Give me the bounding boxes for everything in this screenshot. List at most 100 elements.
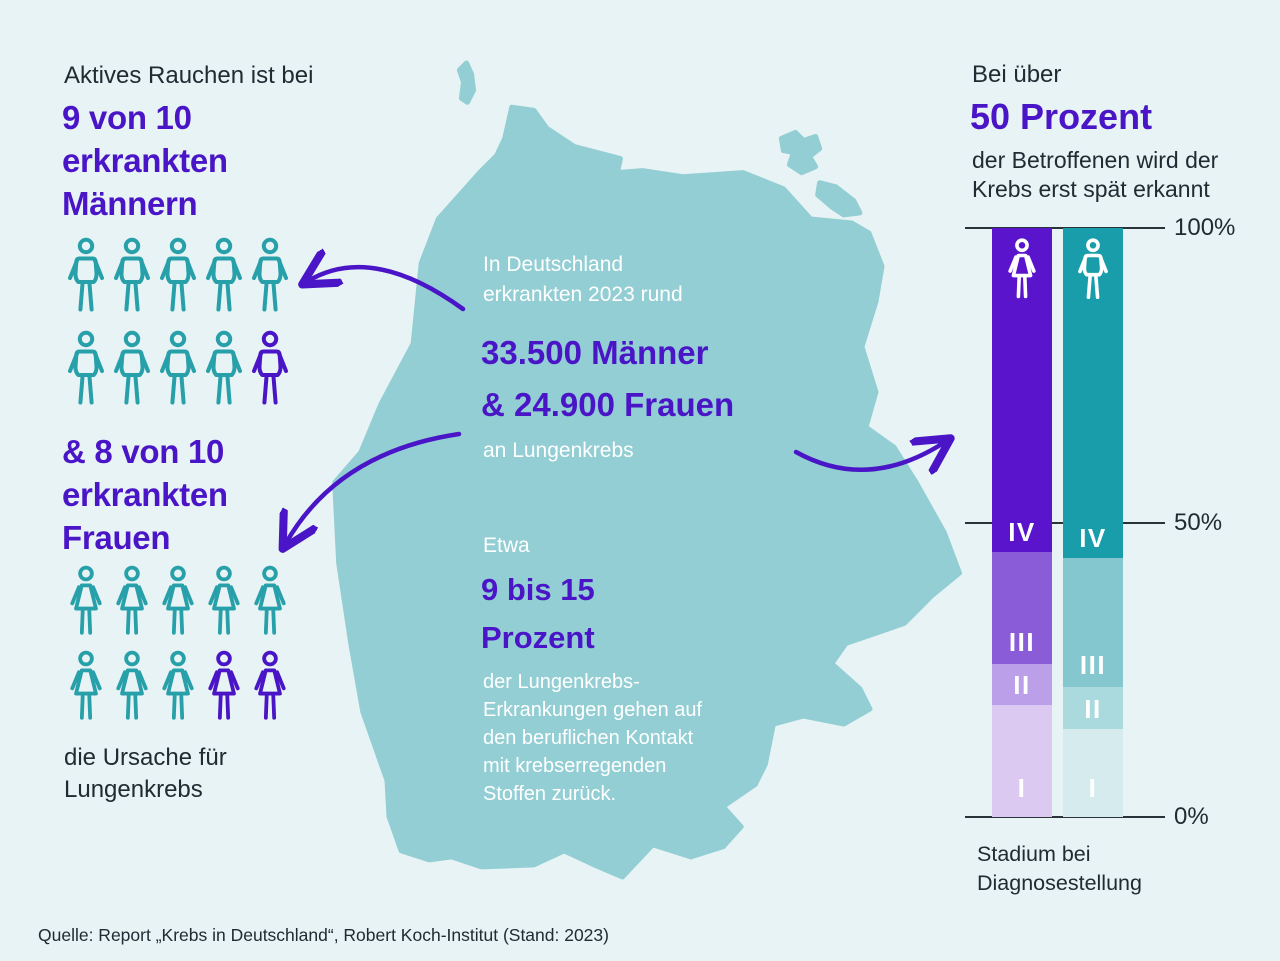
y-axis-tick-label: 0% <box>1174 803 1209 830</box>
source-line: Quelle: Report „Krebs in Deutschland“, R… <box>38 925 609 945</box>
island-north-sea <box>456 60 477 105</box>
y-axis-tick-label: 100% <box>1174 214 1236 241</box>
map-stat-percent: 9 bis 15 Prozent <box>481 566 595 662</box>
male-icon <box>252 330 288 405</box>
text-line: Frauen <box>62 519 171 556</box>
female-pictogram <box>248 565 292 637</box>
male-icon <box>252 237 288 312</box>
text-line: & 8 von 10 <box>62 433 225 470</box>
stage-label: II <box>1084 693 1102 724</box>
female-icon <box>1008 238 1036 299</box>
male-pictogram <box>156 330 200 406</box>
bar-segment-II: II <box>1063 687 1123 729</box>
arrow-to-chart <box>793 442 945 470</box>
male-pictogram <box>202 330 246 406</box>
arrow-to-women-icons <box>286 431 462 543</box>
text-line: Lungenkrebs <box>64 776 203 803</box>
male-pictogram <box>202 237 246 313</box>
left-intro: Aktives Rauchen ist bei <box>64 62 314 89</box>
text-line: mit krebserregenden <box>483 755 667 777</box>
right-intro: Bei über <box>972 61 1062 88</box>
male-icon <box>114 330 150 405</box>
text-line: Erkrankungen gehen auf <box>483 699 703 721</box>
men-pictogram-grid <box>64 237 294 406</box>
text-line: der Lungenkrebs- <box>483 671 640 693</box>
right-body: der Betroffenen wird der Krebs erst spät … <box>972 146 1218 204</box>
male-icon <box>206 237 242 312</box>
y-axis-tick-label: 50% <box>1174 508 1223 536</box>
male-pictogram <box>110 237 154 313</box>
text-line: & 24.900 Frauen <box>481 386 735 423</box>
stage-label: II <box>1013 670 1031 701</box>
text-line: In Deutschland <box>483 253 624 276</box>
text-line: den beruflichen Kontakt <box>483 727 694 749</box>
male-pictogram <box>110 330 154 406</box>
female-pictogram-highlighted <box>248 650 292 722</box>
female-icon <box>116 650 148 720</box>
female-icon <box>208 565 240 635</box>
map-body: der Lungenkrebs- Erkrankungen gehen auf de… <box>483 668 702 808</box>
male-icon <box>160 237 196 312</box>
stage-label: III <box>1079 650 1107 681</box>
female-pictogram <box>64 565 108 637</box>
text-line: Stadium bei <box>977 842 1091 866</box>
male-pictogram <box>248 237 292 313</box>
bar-segment-II: II <box>992 663 1052 706</box>
female-icon <box>70 565 102 635</box>
text-line: Stoffen zurück. <box>483 783 617 805</box>
gridline-0 <box>965 816 1165 818</box>
female-pictogram <box>64 650 108 722</box>
bar-segment-I: I <box>1063 728 1123 817</box>
male-pictogram <box>64 237 108 313</box>
text-line: Diagnosestellung <box>977 871 1142 895</box>
germany-map <box>332 60 962 880</box>
female-icon <box>116 565 148 635</box>
male-icon <box>68 330 104 405</box>
right-stat: 50 Prozent <box>970 96 1153 137</box>
island-usedom <box>815 180 863 218</box>
text-line: die Ursache für <box>64 744 227 771</box>
bar-segment-IV: IV <box>992 228 1052 552</box>
stage-label: I <box>1088 772 1098 803</box>
text-line: Männern <box>62 185 198 222</box>
map-intro: In Deutschland erkrankten 2023 rund <box>483 250 683 310</box>
male-icon-wrap <box>1063 237 1123 301</box>
female-icon <box>162 565 194 635</box>
male-pictogram <box>64 330 108 406</box>
text-line: 9 von 10 <box>62 99 192 136</box>
female-icon <box>208 650 240 720</box>
male-icon <box>1078 238 1108 300</box>
bar-frauen: IV III II I <box>992 228 1052 817</box>
female-pictogram <box>110 565 154 637</box>
arrow-to-men-icons <box>308 267 466 312</box>
female-pictogram-highlighted <box>202 650 246 722</box>
bar-segment-I: I <box>992 705 1052 817</box>
text-line: erkrankten <box>62 142 228 179</box>
women-pictogram-grid <box>64 565 294 722</box>
text-line: Prozent <box>481 620 595 655</box>
bar-segment-III: III <box>1063 557 1123 688</box>
male-icon <box>114 237 150 312</box>
female-icon-wrap <box>992 237 1052 301</box>
female-pictogram <box>202 565 246 637</box>
bar-segment-III: III <box>992 551 1052 664</box>
female-pictogram <box>156 650 200 722</box>
female-pictogram <box>156 565 200 637</box>
chart-axis-caption: Stadium bei Diagnosestellung <box>977 840 1142 898</box>
stage-label: IV <box>1079 522 1107 553</box>
bar-männer: IV III II I <box>1063 228 1123 817</box>
text-line: 33.500 Männer <box>481 334 709 371</box>
text-line: 9 bis 15 <box>481 572 595 607</box>
male-pictogram <box>156 237 200 313</box>
text-line: Krebs erst spät erkannt <box>972 176 1210 202</box>
male-icon <box>68 237 104 312</box>
text-line: erkrankten 2023 rund <box>483 283 683 306</box>
map-etwa: Etwa <box>483 534 530 557</box>
female-icon <box>162 650 194 720</box>
map-stat-cases: 33.500 Männer & 24.900 Frauen <box>481 327 734 431</box>
female-icon <box>254 565 286 635</box>
men-stat: 9 von 10 erkrankten Männern <box>62 96 228 225</box>
male-icon <box>160 330 196 405</box>
